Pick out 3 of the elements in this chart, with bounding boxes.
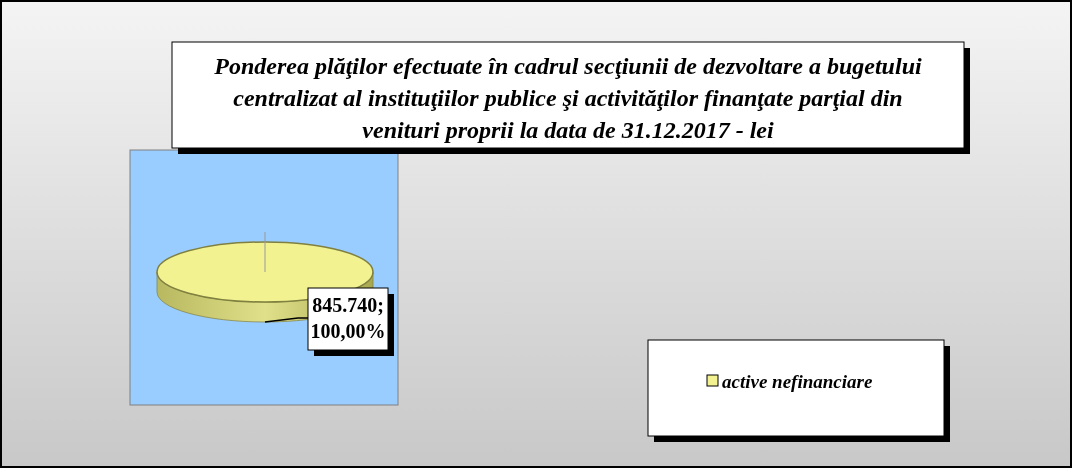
legend-label: active nefinanciare xyxy=(722,371,873,392)
chart-title: Ponderea plăţilor efectuate în cadrul secţiunii de dezvoltare a bugetului centralizat al instituţiilor publice şi activităţilor finanţate parţial din venituri proprii la data de 31.12.2017 - lei xyxy=(213,53,922,143)
data-label: 845.740; 100,00% xyxy=(310,294,386,342)
